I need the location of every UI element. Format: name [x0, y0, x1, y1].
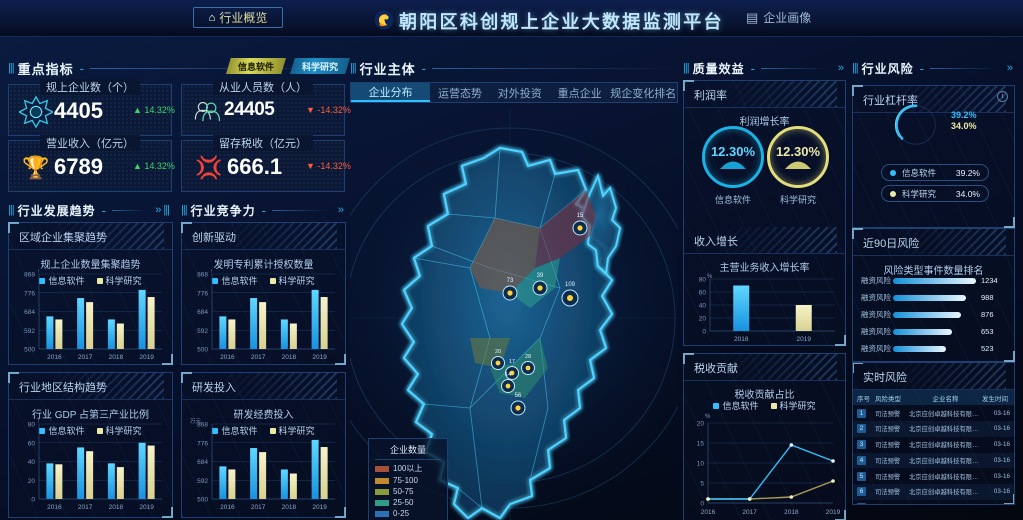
svg-text:2016: 2016	[220, 354, 235, 361]
svg-text:39: 39	[537, 273, 544, 279]
svg-text:684: 684	[197, 309, 208, 316]
svg-text:20: 20	[495, 349, 501, 355]
svg-text:776: 776	[24, 290, 35, 297]
svg-text:14: 14	[505, 372, 511, 378]
svg-text:868: 868	[197, 272, 208, 279]
svg-text:592: 592	[24, 328, 35, 335]
svg-text:15: 15	[697, 441, 705, 448]
svg-text:2019: 2019	[312, 354, 327, 361]
svg-text:2019: 2019	[797, 336, 812, 343]
svg-text:2017: 2017	[251, 504, 266, 511]
svg-text:2018: 2018	[109, 354, 124, 361]
svg-text:↑: ↑	[37, 269, 40, 275]
svg-text:0: 0	[31, 497, 35, 504]
svg-text:2016: 2016	[47, 504, 62, 511]
svg-text:500: 500	[197, 347, 208, 354]
svg-text:776: 776	[197, 290, 208, 297]
svg-text:2016: 2016	[47, 354, 62, 361]
svg-text:↑: ↑	[37, 419, 40, 425]
svg-text:684: 684	[197, 459, 208, 466]
svg-text:2016: 2016	[220, 504, 235, 511]
svg-text:40: 40	[28, 459, 36, 466]
svg-text:2019: 2019	[139, 504, 154, 511]
svg-text:0: 0	[700, 501, 704, 508]
svg-text:60: 60	[28, 440, 36, 447]
svg-text:592: 592	[197, 478, 208, 485]
svg-text:↑: ↑	[210, 269, 213, 275]
svg-text:2017: 2017	[78, 504, 93, 511]
svg-text:万元: 万元	[190, 418, 202, 425]
svg-text:2018: 2018	[282, 354, 297, 361]
svg-text:500: 500	[197, 497, 208, 504]
svg-text:2017: 2017	[251, 354, 266, 361]
svg-text:56: 56	[515, 393, 522, 399]
svg-text:684: 684	[24, 309, 35, 316]
svg-text:15: 15	[577, 213, 584, 219]
svg-text:500: 500	[24, 347, 35, 354]
svg-text:60: 60	[699, 290, 707, 297]
svg-text:592: 592	[197, 328, 208, 335]
svg-text:2019: 2019	[312, 504, 327, 511]
svg-text:868: 868	[24, 272, 35, 279]
svg-text:17: 17	[509, 359, 515, 365]
svg-text:2018: 2018	[109, 504, 124, 511]
svg-text:2019: 2019	[139, 354, 154, 361]
svg-text:20: 20	[697, 421, 705, 428]
svg-text:28: 28	[525, 354, 531, 360]
svg-text:2016: 2016	[701, 509, 716, 516]
svg-text:2019: 2019	[826, 509, 841, 516]
svg-text:776: 776	[197, 440, 208, 447]
svg-text:73: 73	[507, 278, 514, 284]
svg-text:10: 10	[697, 461, 705, 468]
svg-text:40: 40	[699, 303, 707, 310]
svg-text:2017: 2017	[742, 509, 757, 516]
svg-text:2018: 2018	[734, 336, 749, 343]
svg-text:2017: 2017	[78, 354, 93, 361]
svg-text:%: %	[705, 414, 711, 420]
svg-text:20: 20	[699, 316, 707, 323]
svg-text:80: 80	[699, 277, 707, 284]
svg-text:%: %	[707, 274, 713, 280]
svg-text:20: 20	[28, 478, 36, 485]
svg-text:0: 0	[702, 329, 706, 336]
svg-text:80: 80	[28, 422, 36, 429]
svg-text:2018: 2018	[784, 509, 799, 516]
svg-text:109: 109	[565, 282, 576, 288]
svg-text:2018: 2018	[282, 504, 297, 511]
svg-text:5: 5	[700, 481, 704, 488]
